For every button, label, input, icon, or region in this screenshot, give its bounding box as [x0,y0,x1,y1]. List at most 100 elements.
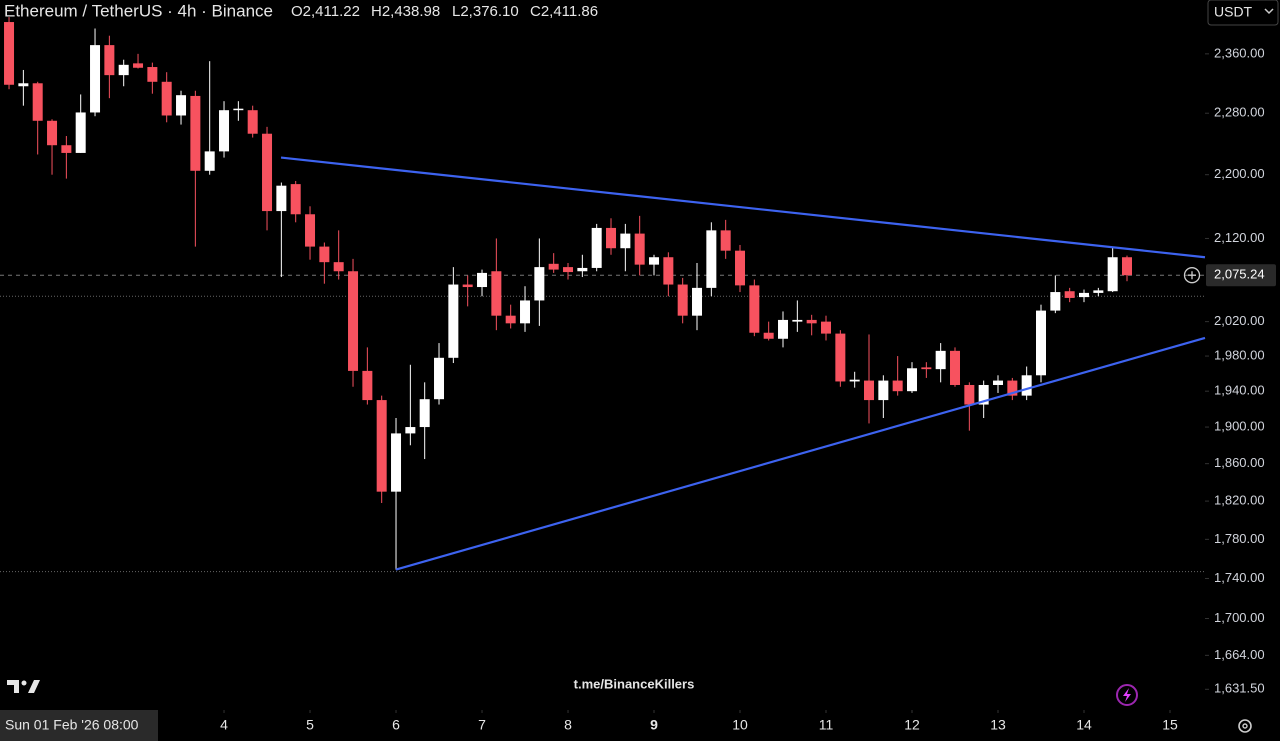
candle-body [4,22,15,85]
candle-body [147,67,158,82]
candle-body [806,319,817,324]
x-tick-label: 10 [732,717,748,733]
candle-body [348,271,359,371]
gear-hub[interactable] [1242,723,1248,729]
y-tick-label: 2,280.00 [1214,105,1265,120]
x-tick-label: 15 [1162,717,1178,733]
watermark: t.me/BinanceKillers [574,676,695,691]
candle-body [706,230,717,288]
candle-body [763,332,774,339]
candle-body [262,133,273,212]
last-price-label: 2,075.24 [1214,267,1265,282]
y-tick-label: 2,020.00 [1214,313,1265,328]
candle-body [434,357,445,400]
candle-body [204,151,215,171]
y-tick-label: 2,120.00 [1214,230,1265,245]
candle-body [663,257,674,285]
trendline [280,156,1206,259]
candle-body [620,233,631,249]
candle-body [391,433,402,492]
candle-body [520,300,531,324]
candle-body [1007,380,1018,396]
currency-box[interactable] [1207,0,1279,26]
candle-body [1036,310,1047,376]
logo-part [28,680,40,693]
last-price-box [1206,264,1276,287]
candle-body [104,45,115,76]
settings-icon[interactable] [1238,719,1252,733]
candle-body [864,380,875,401]
candle-body [978,384,989,405]
chevron-icon[interactable] [1264,8,1274,15]
ohlc-open: O2,411.22 [291,3,360,20]
x-tick-label: 6 [392,717,400,733]
candle-body [835,333,846,382]
candle-body [448,284,459,358]
alert-bolt[interactable] [1123,688,1131,702]
candle-body [47,120,58,146]
candle-body [1122,257,1133,276]
candle-body [462,284,473,288]
y-tick-label: 1,980.00 [1214,347,1265,362]
candle-body [1064,291,1075,298]
y-tick-label: 1,820.00 [1214,493,1265,508]
y-tick-label: 1,860.00 [1214,455,1265,470]
candle-body [1021,375,1032,396]
candle-body [749,285,760,333]
candle-body [849,379,860,382]
y-tick-label: 1,940.00 [1214,383,1265,398]
candle-body [61,145,72,153]
candle-body [950,350,961,385]
candle-body [376,400,387,492]
candle-body [219,110,230,152]
y-tick-label: 1,700.00 [1214,610,1265,625]
plot-area [0,17,1206,573]
candle-body [405,427,416,434]
ohlc-close: C2,411.86 [530,3,598,20]
y-tick-label: 2,200.00 [1214,166,1265,181]
candle-body [233,108,244,111]
y-tick-label: 1,900.00 [1214,418,1265,433]
y-tick-label: 1,631.50 [1214,681,1265,696]
candle-body [75,112,86,153]
candle-body [735,250,746,286]
candle-body [649,257,660,265]
currency-label[interactable]: USDT [1214,4,1253,20]
gear-ring[interactable] [1238,719,1252,733]
ohlc-high: H2,438.98 [371,3,440,20]
logo-part [7,680,19,693]
candle-body [305,214,316,247]
x-tick-label: 12 [904,717,920,733]
y-tick-label: 1,740.00 [1214,570,1265,585]
candle-body [419,399,430,428]
candle-body [18,83,29,87]
y-tick-label: 2,360.00 [1214,45,1265,60]
alert-icon[interactable] [1116,684,1138,706]
alert-circle[interactable] [1116,684,1138,706]
candle-body [118,64,129,76]
candle-body [778,319,789,339]
candle-body [720,230,731,251]
y-tick-label: 1,664.00 [1214,647,1265,662]
candle-body [247,110,258,134]
x-tick-label: 13 [990,717,1006,733]
trendline [395,336,1206,571]
x-tick-label: 5 [306,717,314,733]
add-level-plus[interactable] [1188,271,1196,280]
add-level-icon[interactable] [1183,267,1201,284]
candle-body [634,233,645,265]
candle-body [1093,290,1104,293]
chart-title: Ethereum / TetherUS · 4h · Binance [4,1,273,20]
crosshair-date-box [0,710,158,741]
crosshair-date: Sun 01 Feb '26 08:00 [5,717,139,733]
candle-body [534,267,545,301]
x-tick-label: 7 [478,717,486,733]
candle-body [577,267,588,272]
x-tick-label: 11 [819,717,834,733]
candle-body [133,63,144,68]
candle-body [290,184,301,215]
currency-selector[interactable]: USDT [1207,0,1279,26]
candle-body [792,319,803,322]
candle-body [161,81,172,116]
candle-body [907,368,918,392]
